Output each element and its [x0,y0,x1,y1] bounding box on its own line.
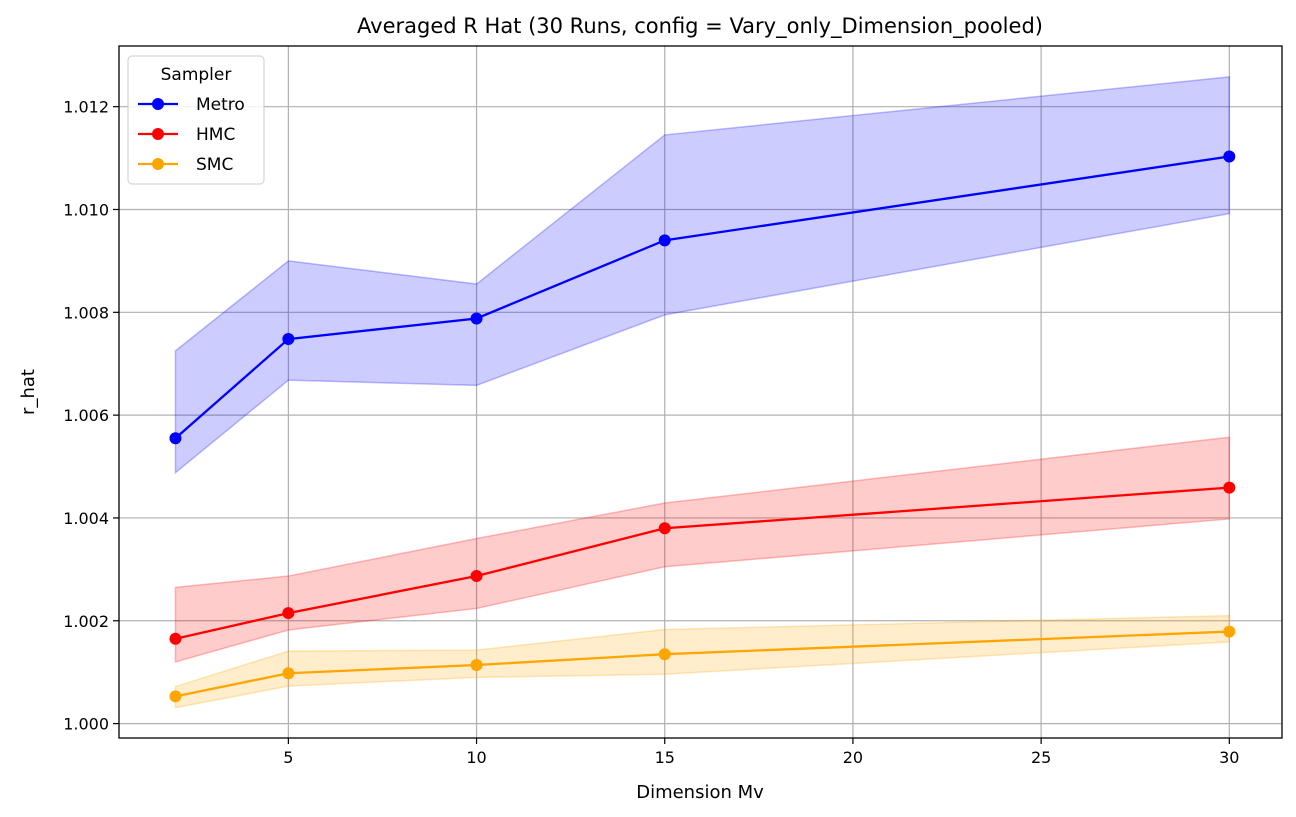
hmc-point [1223,481,1236,494]
smc-point [169,690,182,703]
metro-point [470,312,483,325]
x-tick-label: 30 [1219,748,1239,767]
smc-point [1223,625,1236,638]
series-points [169,150,1236,703]
legend-box [127,55,265,185]
x-tick-label: 20 [843,748,863,767]
x-tick-label: 25 [1031,748,1051,767]
legend: Sampler Metro HMC SMC [127,55,265,185]
hmc-point [658,522,671,535]
smc-point [282,667,295,680]
metro-point [282,333,295,346]
legend-entries: Metro HMC SMC [138,95,245,175]
legend-hmc-marker [152,128,164,140]
smc-point [658,648,671,661]
metro-point [1223,150,1236,163]
grid-lines [119,46,1282,738]
y-tick-label: 1.012 [63,98,109,117]
confidence-bands [174,76,1231,709]
hmc-point [169,632,182,645]
y-tick-label: 1.004 [63,509,109,528]
smc-band [174,614,1231,709]
chart-title: Averaged R Hat (30 Runs, config = Vary_o… [357,14,1043,39]
y-tick-label: 1.008 [63,303,109,322]
y-axis-label: r_hat [18,369,39,415]
legend-smc-label: SMC [196,155,233,175]
legend-title: Sampler [161,65,232,85]
metro-point [658,234,671,247]
legend-metro-label: Metro [196,95,245,115]
x-axis-label: Dimension Mv [636,782,764,803]
hmc-band [174,436,1231,663]
hmc-point [282,607,295,620]
x-tick-label: 5 [283,748,293,767]
smc-point [470,658,483,671]
x-axis-ticks: 5 10 15 20 25 30 [283,738,1239,767]
legend-metro-marker [152,98,164,110]
x-tick-label: 10 [466,748,486,767]
metro-point [169,432,182,445]
metro-band [174,76,1231,475]
legend-smc-marker [152,158,164,170]
y-tick-label: 1.002 [63,612,109,631]
y-tick-label: 1.000 [63,715,109,734]
hmc-point [470,570,483,583]
x-tick-label: 15 [655,748,675,767]
y-tick-label: 1.010 [63,200,109,219]
plot-frame [118,45,1283,739]
y-tick-label: 1.006 [63,406,109,425]
legend-hmc-label: HMC [196,125,235,145]
y-axis-ticks: 1.000 1.002 1.004 1.006 1.008 1.010 1.012 [63,98,119,734]
